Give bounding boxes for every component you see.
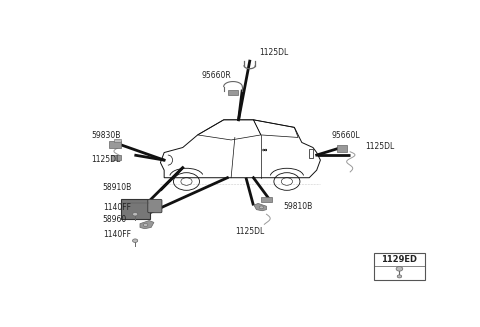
Circle shape [396,267,403,271]
Text: 1125DL: 1125DL [259,48,288,57]
Circle shape [143,223,148,227]
Text: 95660R: 95660R [202,71,231,80]
Text: 1140FF: 1140FF [103,230,131,239]
FancyBboxPatch shape [337,145,347,152]
Polygon shape [254,203,266,211]
Text: 1125DL: 1125DL [365,142,394,150]
Text: 95660L: 95660L [332,131,360,141]
Bar [374,253,424,280]
Circle shape [259,206,264,209]
FancyBboxPatch shape [110,155,121,160]
Bar [309,149,313,158]
FancyBboxPatch shape [109,142,121,148]
FancyBboxPatch shape [114,139,121,142]
Text: 59810B: 59810B [283,202,312,211]
Text: 58910B: 58910B [103,183,132,192]
FancyBboxPatch shape [120,198,150,218]
Circle shape [132,239,138,242]
Text: 59830B: 59830B [92,131,121,140]
Text: 1140FF: 1140FF [103,203,131,212]
Text: 1125DL: 1125DL [235,227,264,236]
Text: 58960: 58960 [103,215,127,224]
FancyBboxPatch shape [228,90,238,95]
Circle shape [132,213,138,216]
Polygon shape [140,220,154,229]
FancyBboxPatch shape [148,199,162,213]
Text: 1129ED: 1129ED [382,255,418,264]
FancyBboxPatch shape [261,197,273,202]
Text: 1125DL: 1125DL [92,155,121,164]
Circle shape [397,275,402,278]
